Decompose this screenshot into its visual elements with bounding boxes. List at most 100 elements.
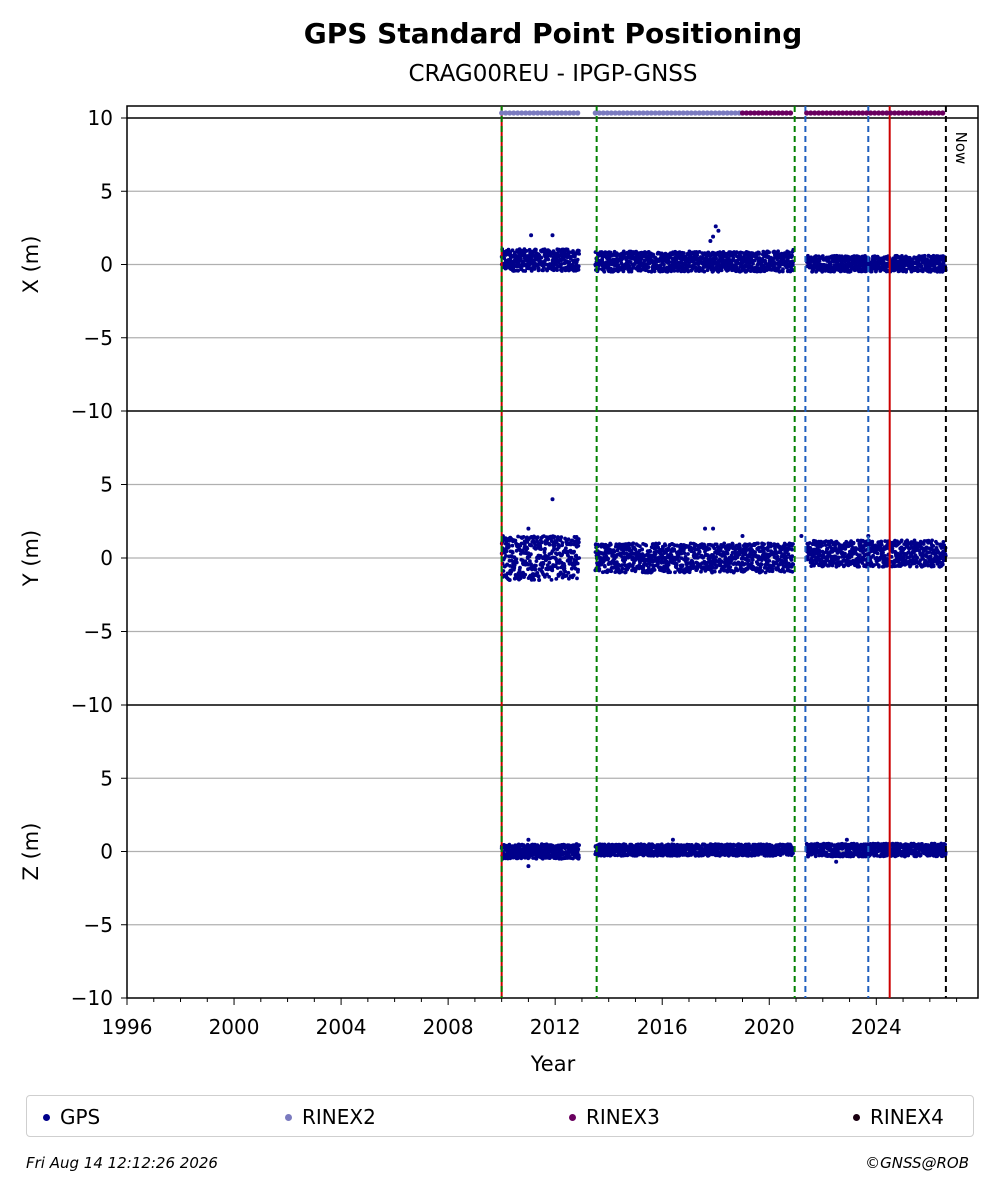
data-point	[640, 547, 644, 552]
data-point-outlier	[708, 239, 713, 244]
data-point	[899, 538, 904, 543]
data-point	[672, 269, 677, 273]
data-point	[836, 555, 841, 560]
y-axis-label: Y (m)	[19, 530, 43, 587]
data-point	[541, 268, 545, 273]
data-point-outlier	[799, 533, 804, 538]
data-point	[759, 562, 764, 567]
data-point	[576, 847, 581, 852]
data-point	[915, 555, 920, 560]
data-point	[546, 257, 551, 262]
data-point	[550, 568, 555, 573]
data-point	[791, 562, 796, 567]
y-tick-label: −5	[84, 913, 113, 937]
data-point	[652, 568, 657, 572]
data-point	[567, 260, 572, 264]
data-point-outlier	[716, 228, 721, 233]
data-point	[606, 556, 610, 561]
data-point	[682, 551, 687, 556]
data-point	[534, 247, 538, 252]
data-point	[657, 541, 661, 546]
data-point	[575, 257, 580, 262]
data-point	[648, 549, 653, 554]
data-point	[516, 268, 520, 273]
data-point	[680, 563, 685, 568]
data-point	[534, 559, 539, 563]
data-point	[547, 542, 552, 547]
data-point	[707, 547, 712, 551]
y-tick-label: 0	[100, 840, 113, 864]
data-point	[555, 566, 560, 570]
y-tick-label: −10	[71, 399, 113, 423]
data-point	[514, 560, 519, 565]
data-point	[714, 256, 718, 260]
y-tick-label: 5	[100, 473, 113, 497]
y-tick-label: 0	[100, 546, 113, 570]
data-point	[600, 260, 605, 265]
data-point	[851, 540, 856, 545]
data-point	[628, 260, 633, 264]
data-point	[576, 264, 581, 268]
data-point	[608, 542, 613, 547]
data-point	[719, 268, 724, 273]
data-point	[609, 569, 614, 574]
data-point	[567, 250, 572, 255]
data-point	[535, 571, 540, 575]
data-point	[531, 253, 536, 258]
data-point	[577, 556, 581, 560]
data-point	[504, 554, 508, 558]
data-point	[646, 265, 651, 270]
data-point	[750, 558, 755, 562]
y-tick-label: −10	[71, 693, 113, 717]
data-point	[507, 544, 511, 549]
data-point	[536, 574, 541, 579]
data-point	[504, 549, 509, 554]
data-point-outlier	[711, 234, 716, 239]
data-point	[756, 541, 760, 546]
data-point	[523, 572, 528, 577]
data-point	[577, 855, 581, 860]
data-point	[677, 559, 681, 563]
data-point	[674, 562, 679, 566]
data-point-outlier	[740, 533, 745, 538]
data-point	[576, 537, 581, 541]
data-point	[681, 251, 686, 255]
data-point	[669, 269, 674, 274]
data-point	[857, 564, 861, 569]
data-point	[751, 261, 755, 266]
data-point	[914, 564, 919, 569]
data-point	[572, 549, 576, 554]
y-tick-label: 5	[100, 766, 113, 790]
data-point	[529, 543, 534, 548]
data-point	[555, 268, 559, 272]
data-point	[931, 564, 936, 569]
data-point	[566, 570, 571, 575]
data-point	[523, 269, 528, 273]
y-tick-label: 0	[100, 253, 113, 277]
data-point	[577, 248, 581, 253]
data-point	[577, 252, 581, 256]
data-point	[547, 560, 552, 565]
data-point	[806, 253, 810, 258]
data-point	[930, 538, 934, 543]
chart-subtitle: CRAG00REU - IPGP-GNSS	[408, 61, 697, 87]
data-point	[539, 255, 544, 260]
data-point	[635, 251, 640, 255]
y-tick-label: 5	[100, 179, 113, 203]
data-point	[673, 570, 677, 575]
data-point	[762, 542, 766, 546]
data-point	[734, 264, 739, 269]
data-point	[556, 535, 560, 539]
data-point	[552, 534, 557, 539]
data-point	[529, 552, 533, 557]
data-point	[644, 543, 649, 548]
data-point	[565, 247, 570, 252]
data-point	[539, 547, 544, 551]
data-point	[725, 551, 730, 556]
data-point	[770, 569, 775, 574]
data-point	[685, 557, 690, 561]
data-point	[753, 550, 757, 555]
data-point	[602, 269, 607, 274]
